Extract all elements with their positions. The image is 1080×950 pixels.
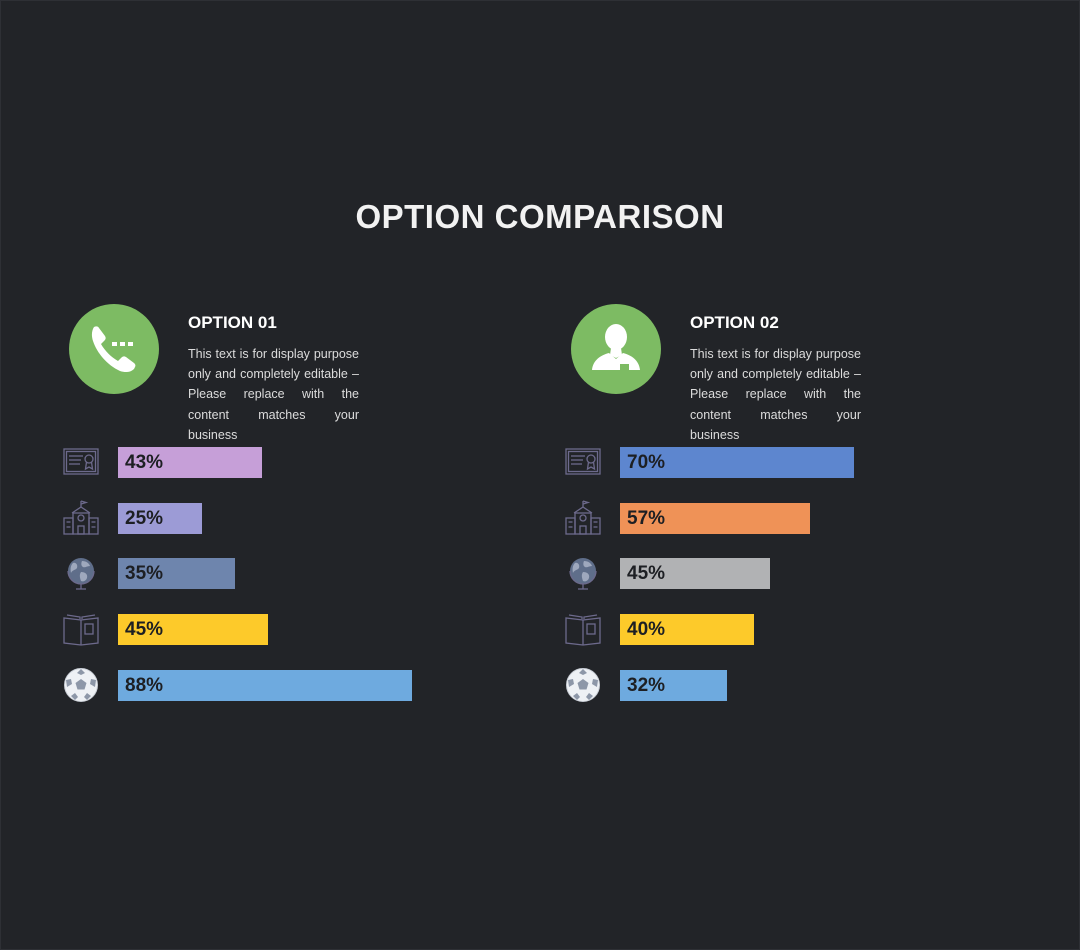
school-icon	[564, 499, 602, 537]
bar-row: 32%	[564, 667, 1004, 726]
bar: 40%	[620, 614, 754, 646]
bar-row: 88%	[62, 667, 502, 726]
bar-row: 70%	[564, 447, 1004, 503]
bar-value-label: 88%	[125, 674, 164, 696]
certificate-icon	[62, 443, 100, 481]
phone-icon	[69, 304, 159, 394]
bar: 45%	[118, 614, 269, 646]
option-heading: OPTION 01	[188, 313, 277, 332]
soccer-ball-icon	[564, 666, 602, 704]
page-title: OPTION COMPARISON	[355, 198, 725, 235]
bar-value-label: 45%	[627, 563, 666, 585]
bar-value-label: 40%	[627, 619, 666, 641]
school-icon	[62, 499, 100, 537]
person-icon	[571, 304, 661, 394]
certificate-icon	[564, 443, 602, 481]
bar-track: 40%	[620, 614, 954, 646]
option-description: This text is for display purpose only an…	[690, 347, 861, 442]
bar-row: 43%	[62, 447, 502, 503]
book-icon	[62, 610, 100, 648]
bar-row: 25%	[62, 500, 502, 559]
bar-value-label: 35%	[125, 563, 164, 585]
bar: 88%	[118, 669, 412, 701]
bar-track: 70%	[620, 447, 954, 478]
bar-row: 45%	[564, 558, 1004, 614]
bar-value-label: 57%	[627, 507, 666, 529]
bar-row: 35%	[62, 558, 502, 614]
book-icon	[564, 610, 602, 648]
bar-row: 40%	[564, 614, 1004, 670]
bar-value-label: 32%	[627, 674, 666, 696]
bar-track: 88%	[118, 669, 452, 701]
bar-track: 25%	[118, 502, 452, 534]
bar-value-label: 25%	[125, 507, 164, 529]
bar-track: 32%	[620, 669, 954, 701]
bar-row: 57%	[564, 500, 1004, 559]
bar-value-label: 43%	[125, 452, 164, 473]
globe-icon	[62, 554, 100, 592]
bar-track: 57%	[620, 502, 954, 534]
bar: 25%	[118, 502, 202, 534]
bar-track: 45%	[118, 614, 452, 646]
bar-track: 43%	[118, 447, 452, 478]
option-heading: OPTION 02	[690, 313, 779, 332]
bar: 32%	[620, 669, 727, 701]
soccer-ball-icon	[62, 666, 100, 704]
bar: 35%	[118, 558, 235, 590]
bar-rows: 43% 25% 35% 45% 88%	[62, 447, 502, 725]
option-description: This text is for display purpose only an…	[188, 347, 359, 442]
bar-track: 35%	[118, 558, 452, 590]
bar: 57%	[620, 502, 811, 534]
bar-value-label: 70%	[627, 452, 666, 473]
option-panel-01: OPTION 01 This text is for display purpo…	[62, 300, 502, 720]
bar: 43%	[118, 447, 262, 478]
globe-icon	[564, 554, 602, 592]
bar-value-label: 45%	[125, 619, 164, 641]
bar: 70%	[620, 447, 854, 478]
bar-track: 45%	[620, 558, 954, 590]
bar: 45%	[620, 558, 771, 590]
bar-row: 45%	[62, 614, 502, 670]
option-panel-02: OPTION 02 This text is for display purpo…	[564, 300, 1004, 720]
bar-rows: 70% 57% 45% 40% 32%	[564, 447, 1004, 725]
